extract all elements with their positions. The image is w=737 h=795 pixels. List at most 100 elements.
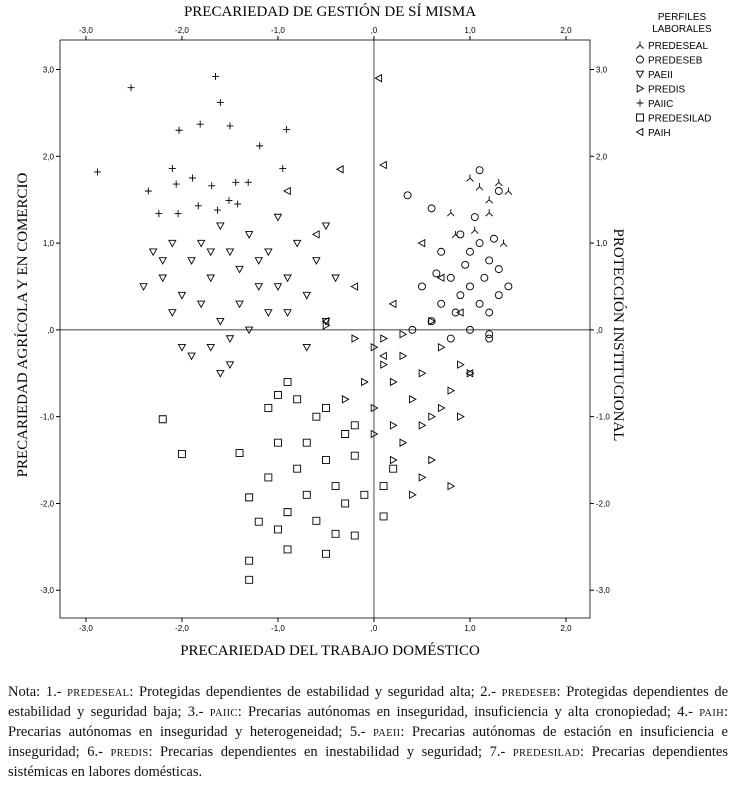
point — [158, 415, 167, 424]
point — [273, 283, 283, 291]
point — [456, 291, 465, 300]
point — [389, 464, 398, 473]
point — [254, 517, 263, 526]
point — [235, 449, 244, 458]
point — [168, 239, 177, 248]
point — [380, 334, 388, 343]
point — [490, 234, 498, 243]
point — [216, 370, 225, 378]
point — [245, 575, 254, 584]
x-top-tick-label: 2,0 — [560, 26, 572, 35]
point — [418, 368, 427, 378]
point — [437, 299, 446, 308]
legend-marker — [635, 70, 645, 79]
y2-tick-label: -2,0 — [596, 499, 610, 508]
x-tick-label: -1,0 — [271, 624, 285, 633]
point — [177, 343, 187, 352]
point — [172, 180, 180, 188]
point — [245, 493, 254, 502]
point — [370, 342, 379, 352]
point — [427, 204, 436, 213]
point — [480, 273, 489, 282]
x-axis-title: PRECARIEDAD DEL TRABAJO DOMÉSTICO — [180, 642, 480, 659]
point — [279, 164, 287, 172]
point — [470, 226, 479, 234]
point — [189, 174, 196, 182]
point — [499, 239, 508, 247]
point — [206, 343, 216, 352]
y-tick-label: -1,0 — [40, 413, 54, 422]
point — [93, 168, 101, 176]
point — [321, 222, 331, 231]
point — [283, 545, 292, 554]
legend-marker — [635, 127, 644, 137]
profile-code: PAIH — [699, 708, 724, 719]
y2-tick-label: 2,0 — [596, 152, 608, 161]
point — [208, 182, 216, 190]
point — [470, 213, 479, 221]
point — [379, 512, 388, 521]
point — [322, 404, 330, 412]
point — [389, 455, 398, 465]
point — [494, 187, 503, 195]
note-text: : Precarias autónomas en inseguridad, in… — [237, 704, 700, 720]
point — [196, 239, 206, 248]
legend-marker — [636, 113, 644, 122]
point — [225, 197, 233, 205]
point — [504, 187, 513, 195]
point — [312, 412, 321, 421]
point — [293, 464, 302, 473]
point — [466, 282, 474, 291]
point — [461, 260, 470, 269]
point — [321, 316, 330, 326]
point — [331, 274, 340, 283]
note-text: : Precarias dependientes sistémicas en l… — [8, 744, 728, 780]
point — [148, 248, 158, 257]
y-tick-label: 3,0 — [43, 66, 55, 75]
point — [322, 456, 330, 464]
point — [399, 351, 408, 361]
point — [206, 274, 216, 283]
point — [466, 325, 474, 334]
legend-marker — [636, 99, 644, 107]
point — [418, 473, 427, 482]
note-text: Nota: 1.- — [8, 684, 68, 700]
point — [168, 164, 176, 172]
point — [457, 360, 465, 369]
legend-label: PAIH — [648, 128, 671, 139]
point — [388, 299, 397, 309]
point — [418, 282, 426, 291]
y-tick-label: ,0 — [47, 326, 54, 335]
point — [350, 531, 359, 540]
point — [244, 178, 252, 186]
point — [244, 231, 254, 239]
point — [457, 412, 465, 421]
point — [437, 403, 446, 413]
y2-axis-title: PROTECCIÓN INSTITUCIONAL — [610, 229, 627, 442]
point — [403, 191, 412, 200]
legend-title: PERFILES — [658, 12, 707, 23]
point — [432, 269, 441, 278]
point — [428, 455, 437, 465]
point — [485, 334, 494, 343]
point — [194, 202, 202, 210]
point — [226, 122, 234, 130]
point — [331, 482, 340, 491]
note-text: : Precarias dependientes en inestabilida… — [148, 744, 513, 760]
point — [335, 165, 344, 174]
point — [446, 334, 455, 343]
point — [361, 377, 369, 387]
point — [428, 412, 437, 421]
point — [321, 317, 331, 326]
point — [485, 209, 494, 217]
point — [213, 206, 221, 214]
point — [234, 200, 242, 208]
x-top-tick-label: -2,0 — [175, 26, 189, 35]
profile-code: PREDESILAD — [512, 748, 581, 759]
legend-marker — [636, 84, 645, 93]
point — [350, 451, 359, 460]
point — [187, 352, 196, 361]
point — [370, 429, 379, 439]
point — [196, 300, 206, 309]
point — [399, 329, 408, 339]
